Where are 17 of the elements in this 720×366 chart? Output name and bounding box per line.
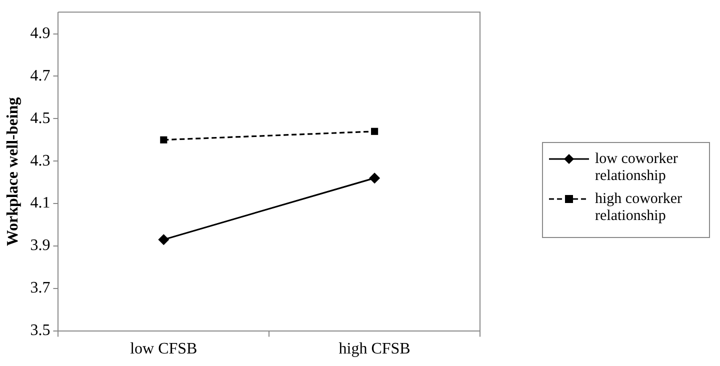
point bbox=[160, 136, 168, 144]
legend-label: high coworker relationship bbox=[595, 191, 684, 225]
y-tick-label: 4.7 bbox=[30, 67, 50, 84]
point bbox=[371, 128, 378, 135]
y-tick-label: 4.1 bbox=[30, 194, 50, 212]
point bbox=[369, 172, 380, 184]
y-tick-label: 4.5 bbox=[30, 110, 50, 127]
point bbox=[158, 234, 170, 246]
y-tick-label: 4.9 bbox=[30, 25, 50, 42]
x-tick-label: high CFSB bbox=[338, 340, 410, 358]
y-tick-label: 3.5 bbox=[30, 322, 50, 340]
y-tick-label: 3.7 bbox=[30, 280, 50, 297]
y-axis-title: Workplace well-being bbox=[4, 97, 22, 246]
legend-label: low coworker relationship bbox=[595, 151, 679, 185]
y-tick-label: 3.9 bbox=[30, 237, 50, 254]
x-tick-label: low CFSB bbox=[130, 340, 198, 358]
y-tick-label: 4.3 bbox=[30, 152, 50, 170]
